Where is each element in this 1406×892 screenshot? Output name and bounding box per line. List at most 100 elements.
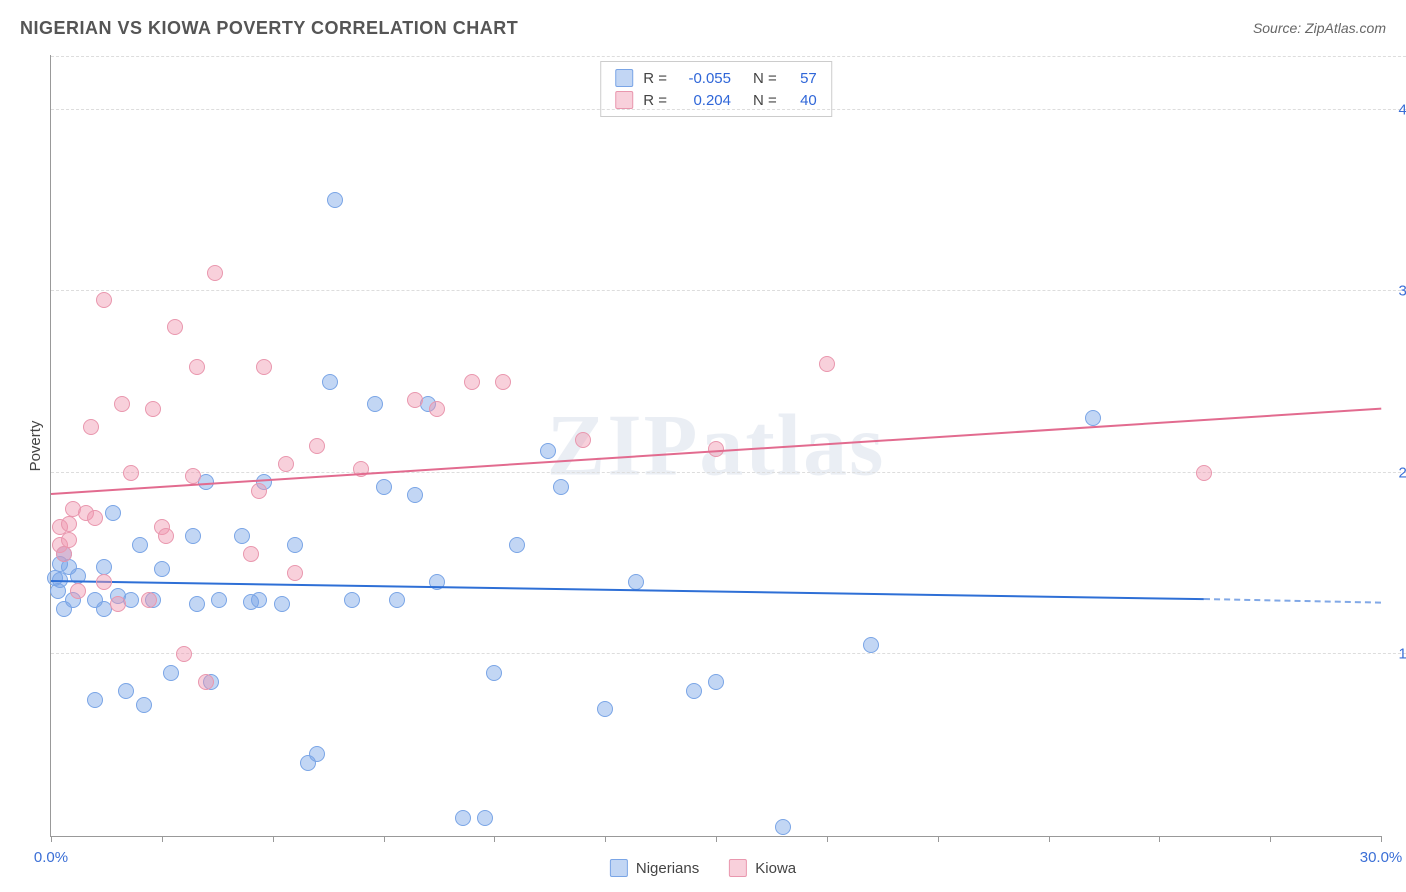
data-point bbox=[185, 468, 201, 484]
data-point bbox=[322, 374, 338, 390]
x-tick bbox=[384, 836, 385, 842]
data-point bbox=[1085, 410, 1101, 426]
x-tick bbox=[51, 836, 52, 842]
data-point bbox=[110, 596, 126, 612]
data-point bbox=[464, 374, 480, 390]
data-point bbox=[407, 392, 423, 408]
x-tick bbox=[605, 836, 606, 842]
chart-title: NIGERIAN VS KIOWA POVERTY CORRELATION CH… bbox=[20, 18, 518, 38]
data-point bbox=[207, 265, 223, 281]
legend-label: Nigerians bbox=[636, 860, 699, 877]
data-point bbox=[87, 510, 103, 526]
x-tick bbox=[827, 836, 828, 842]
data-point bbox=[145, 401, 161, 417]
data-point bbox=[154, 561, 170, 577]
data-point bbox=[83, 419, 99, 435]
data-point bbox=[56, 546, 72, 562]
data-point bbox=[251, 483, 267, 499]
data-point bbox=[198, 674, 214, 690]
grid-line bbox=[51, 653, 1406, 654]
data-point bbox=[686, 683, 702, 699]
data-point bbox=[486, 665, 502, 681]
x-tick bbox=[938, 836, 939, 842]
data-point bbox=[251, 592, 267, 608]
data-point bbox=[455, 810, 471, 826]
grid-line bbox=[51, 56, 1406, 57]
legend-item: Nigerians bbox=[610, 859, 699, 877]
source-label: Source: ZipAtlas.com bbox=[1253, 20, 1386, 36]
legend-swatch bbox=[615, 69, 633, 87]
data-point bbox=[167, 319, 183, 335]
data-point bbox=[123, 465, 139, 481]
legend-item: Kiowa bbox=[729, 859, 796, 877]
data-point bbox=[775, 819, 791, 835]
trend-line-dash bbox=[1204, 598, 1381, 604]
stat-r-value: 0.204 bbox=[677, 92, 731, 109]
x-tick bbox=[494, 836, 495, 842]
grid-line bbox=[51, 109, 1406, 110]
data-point bbox=[189, 596, 205, 612]
data-point bbox=[344, 592, 360, 608]
x-tick bbox=[1270, 836, 1271, 842]
data-point bbox=[540, 443, 556, 459]
data-point bbox=[158, 528, 174, 544]
legend-label: Kiowa bbox=[755, 860, 796, 877]
data-point bbox=[327, 192, 343, 208]
data-point bbox=[243, 546, 259, 562]
data-point bbox=[708, 674, 724, 690]
legend-swatch bbox=[610, 859, 628, 877]
data-point bbox=[211, 592, 227, 608]
data-point bbox=[309, 438, 325, 454]
x-tick bbox=[716, 836, 717, 842]
data-point bbox=[176, 646, 192, 662]
y-tick-label: 10.0% bbox=[1386, 646, 1406, 663]
x-tick bbox=[1381, 836, 1382, 842]
data-point bbox=[495, 374, 511, 390]
data-point bbox=[575, 432, 591, 448]
data-point bbox=[309, 746, 325, 762]
stat-r-label: R = bbox=[643, 70, 667, 87]
legend: Nigerians Kiowa bbox=[610, 859, 796, 877]
x-tick bbox=[1049, 836, 1050, 842]
stat-n-value: 40 bbox=[787, 92, 817, 109]
x-tick bbox=[162, 836, 163, 842]
data-point bbox=[61, 532, 77, 548]
legend-swatch bbox=[729, 859, 747, 877]
data-point bbox=[61, 516, 77, 532]
y-tick-label: 20.0% bbox=[1386, 464, 1406, 481]
grid-line bbox=[51, 290, 1406, 291]
data-point bbox=[367, 396, 383, 412]
data-point bbox=[256, 359, 272, 375]
data-point bbox=[1196, 465, 1212, 481]
data-point bbox=[278, 456, 294, 472]
data-point bbox=[287, 565, 303, 581]
x-tick bbox=[1159, 836, 1160, 842]
trend-line bbox=[51, 407, 1381, 494]
data-point bbox=[509, 537, 525, 553]
stat-n-label: N = bbox=[753, 92, 777, 109]
data-point bbox=[132, 537, 148, 553]
stats-row: R =-0.055N =57 bbox=[615, 67, 817, 89]
y-tick-label: 30.0% bbox=[1386, 283, 1406, 300]
data-point bbox=[87, 692, 103, 708]
stat-n-label: N = bbox=[753, 70, 777, 87]
y-tick-label: 40.0% bbox=[1386, 101, 1406, 118]
data-point bbox=[376, 479, 392, 495]
data-point bbox=[163, 665, 179, 681]
x-tick-label: 30.0% bbox=[1360, 849, 1403, 866]
data-point bbox=[429, 401, 445, 417]
data-point bbox=[234, 528, 250, 544]
data-point bbox=[597, 701, 613, 717]
data-point bbox=[477, 810, 493, 826]
stat-r-label: R = bbox=[643, 92, 667, 109]
data-point bbox=[141, 592, 157, 608]
y-axis-title: Poverty bbox=[27, 421, 44, 472]
data-point bbox=[136, 697, 152, 713]
data-point bbox=[70, 583, 86, 599]
data-point bbox=[407, 487, 423, 503]
stat-r-value: -0.055 bbox=[677, 70, 731, 87]
data-point bbox=[863, 637, 879, 653]
data-point bbox=[389, 592, 405, 608]
data-point bbox=[185, 528, 201, 544]
data-point bbox=[118, 683, 134, 699]
